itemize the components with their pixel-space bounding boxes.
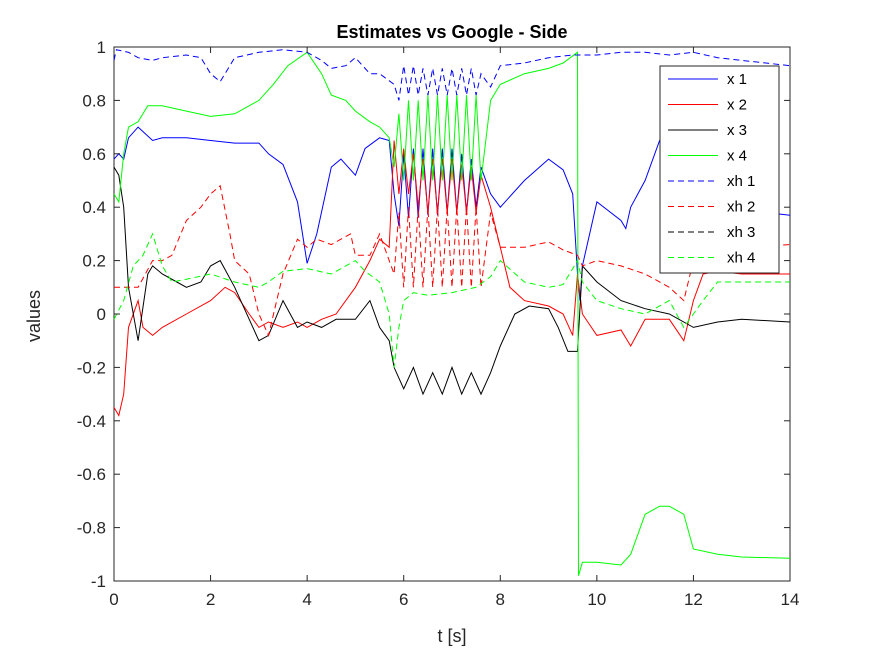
legend-label: xh 1 xyxy=(727,173,755,190)
y-tick-label: 0.6 xyxy=(82,145,106,164)
x-tick-label: 12 xyxy=(684,590,703,609)
y-tick-label: -0.8 xyxy=(77,519,106,538)
x-tick-label: 10 xyxy=(587,590,606,609)
y-tick-label: 0.4 xyxy=(82,198,106,217)
legend-label: x 2 xyxy=(727,97,747,114)
x-axis-label: t [s] xyxy=(437,626,466,646)
x-tick-label: 6 xyxy=(399,590,408,609)
x-tick-label: 8 xyxy=(496,590,505,609)
y-tick-label: -0.6 xyxy=(77,465,106,484)
y-tick-label: 0.2 xyxy=(82,252,106,271)
x-tick-label: 14 xyxy=(781,590,800,609)
y-axis-label: values xyxy=(24,290,44,342)
series-line-x-4 xyxy=(113,51,791,576)
legend-label: x 1 xyxy=(727,71,747,88)
legend-label: xh 3 xyxy=(727,224,755,241)
x-tick-label: 4 xyxy=(302,590,311,609)
legend-box xyxy=(659,65,780,274)
y-tick-label: 0 xyxy=(97,305,106,324)
legend-label: x 3 xyxy=(727,122,747,139)
x-axis: 0 2 4 6 8 10 12 14 xyxy=(109,47,799,609)
y-tick-label: -0.2 xyxy=(77,358,106,377)
series-line-xh-1 xyxy=(113,49,791,101)
series-line-xh-2 xyxy=(114,184,791,337)
x-tick-label: 2 xyxy=(206,590,215,609)
legend: x 1 x 2 x 3 x 4 xh 1 xh 2 xh 3 xh 4 xyxy=(659,65,780,274)
legend-label: x 4 xyxy=(727,148,747,165)
y-tick-label: 0.8 xyxy=(82,91,106,110)
legend-label: xh 4 xyxy=(727,250,755,267)
legend-label: xh 2 xyxy=(727,199,755,216)
series-line-xh-4 xyxy=(113,232,790,368)
y-axis: -1 -0.8 -0.6 -0.4 -0.2 0 0.2 0.4 0.6 0.8 1 xyxy=(77,38,790,591)
y-tick-label: 1 xyxy=(97,38,106,57)
x-tick-label: 0 xyxy=(109,590,118,609)
chart-title: Estimates vs Google - Side xyxy=(336,22,567,42)
y-tick-label: -1 xyxy=(91,572,106,591)
y-tick-label: -0.4 xyxy=(77,412,106,431)
